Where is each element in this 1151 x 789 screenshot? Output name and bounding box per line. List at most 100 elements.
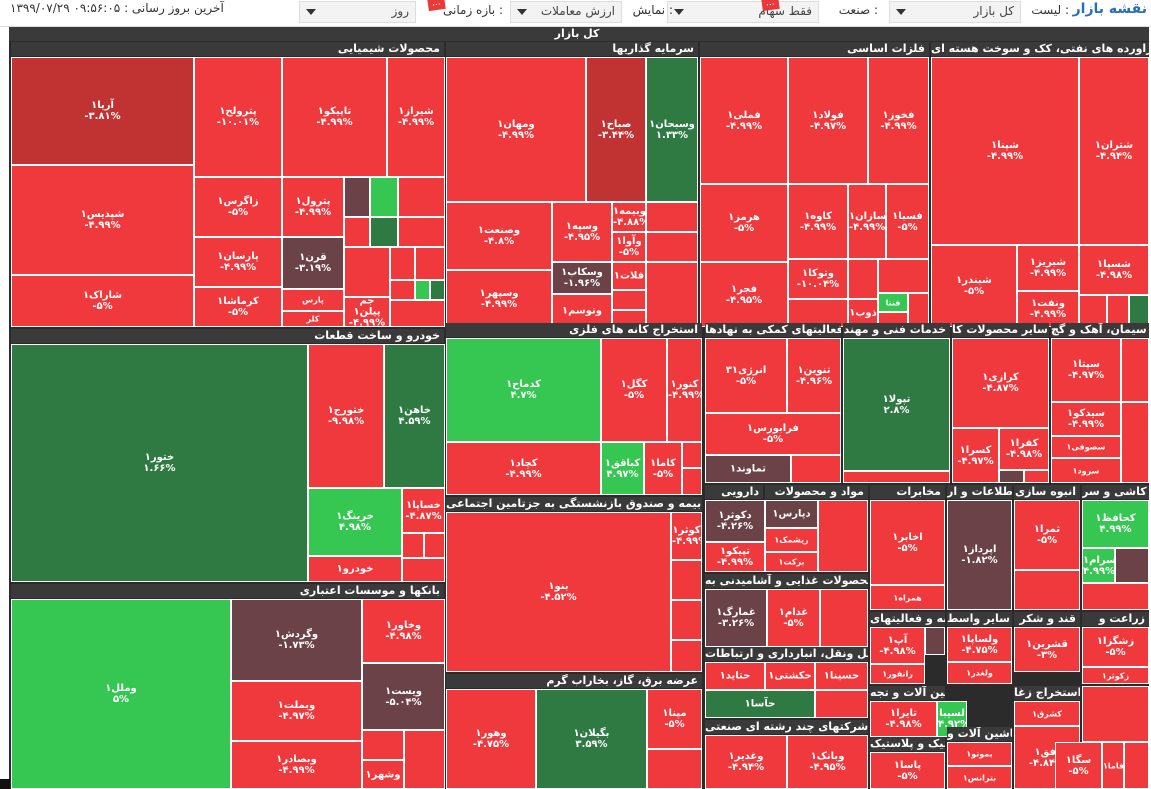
stock-tile[interactable] <box>1121 402 1149 483</box>
display-select[interactable]: ارزش معاملات <box>510 1 622 23</box>
stock-tile[interactable]: ویست۱ -۵.۰۴% <box>362 663 445 730</box>
stock-tile[interactable]: وخاور۱ -۴.۹۸% <box>362 599 445 663</box>
stock-tile[interactable]: کسرام۱۴.۹۹% <box>1082 548 1115 583</box>
stock-tile[interactable]: وسپهر۱ -۴.۹۹% <box>446 270 552 327</box>
sector-header[interactable]: ماشین آلات و <box>947 727 1012 741</box>
stock-tile[interactable]: حآسا۱ <box>705 690 815 718</box>
stock-tile[interactable] <box>646 262 698 327</box>
stock-tile[interactable]: حتاید۱ <box>705 662 765 690</box>
stock-tile[interactable] <box>815 690 868 718</box>
stock-tile[interactable]: کنور۱ -۴.۹۹% <box>667 338 702 442</box>
sector-header[interactable]: بیمه و صندوق بازنشستگی به جزتامین اجتماع… <box>446 497 702 511</box>
stock-tile[interactable]: زشگزا۱ -۵% <box>1082 627 1149 667</box>
stock-tile[interactable] <box>818 500 868 572</box>
stock-tile[interactable]: خودرو۱ <box>308 556 402 582</box>
sector-header[interactable]: دارویی <box>705 485 763 499</box>
stock-tile[interactable]: ونفت۱ -۴.۹۹% <box>1017 291 1079 327</box>
stock-tile[interactable] <box>878 259 929 293</box>
stock-tile[interactable]: حکشتی۱ <box>765 662 815 690</box>
stock-tile[interactable] <box>1079 295 1107 327</box>
stock-tile[interactable] <box>999 470 1024 483</box>
stock-tile[interactable] <box>370 177 398 217</box>
stock-tile[interactable]: کرماشا۱ -۵% <box>194 287 282 327</box>
stock-tile[interactable] <box>402 558 445 582</box>
stock-tile[interactable]: ختور۱ ۱.۶۶% <box>11 344 308 582</box>
stock-tile[interactable]: کوثر۱-۴.۹۹% <box>671 512 702 560</box>
sector-header[interactable]: اطلاعات و ار <box>947 485 1012 499</box>
stock-tile[interactable]: شبریز۱ -۴.۹۹% <box>1017 245 1079 291</box>
stock-tile[interactable]: صباح۱ -۳.۴۴% <box>586 57 646 202</box>
sector-header[interactable]: لاستیک و پلاستیک <box>870 737 945 751</box>
stock-tile[interactable]: تپیکو۱ -۴.۹۹% <box>705 542 765 572</box>
stock-tile[interactable]: هرمز۱ -۵% <box>700 184 788 262</box>
stock-tile[interactable] <box>671 600 702 640</box>
sector-header[interactable]: سیمان، آهک و گچ <box>1051 323 1149 337</box>
stock-tile[interactable] <box>362 730 404 760</box>
stock-tile[interactable]: بنو۱ -۴.۵۲% <box>446 512 671 672</box>
stock-tile[interactable]: کاوه۱ -۴.۹۹% <box>788 184 848 259</box>
sector-header[interactable]: ماشین آلات و تجه <box>870 686 945 700</box>
stock-tile[interactable]: وآوا۱ -۵% <box>612 232 646 262</box>
stock-tile[interactable]: خرینگ۱ ۴.۹۸% <box>308 488 402 556</box>
stock-tile[interactable]: شسپا۱ -۴.۹۸% <box>1079 245 1149 295</box>
stock-tile[interactable]: کدماح۱ ۴.۷% <box>446 338 601 442</box>
stock-tile[interactable] <box>646 232 698 262</box>
sector-header[interactable]: رایانه و فعالیتهای <box>870 612 945 626</box>
sector-header[interactable]: محصولات شیمیایی <box>11 42 444 56</box>
stock-tile[interactable]: تماوند۱ <box>705 455 791 483</box>
stock-tile[interactable]: کاما۱ -۵% <box>644 442 682 495</box>
stock-tile[interactable]: وملل۱ ۵% <box>11 599 231 789</box>
stock-tile[interactable]: کلر <box>282 311 344 327</box>
stock-tile[interactable]: وشهر۱ <box>362 760 404 789</box>
list-select[interactable]: کل بازار <box>889 1 1021 23</box>
stock-tile[interactable] <box>647 749 702 789</box>
stock-tile[interactable] <box>398 177 445 217</box>
stock-tile[interactable]: شپدیس۱ -۴.۹۹% <box>11 165 194 275</box>
stock-tile[interactable] <box>682 468 702 495</box>
stock-tile[interactable]: ختورج۱ -۹.۹۸% <box>308 344 384 488</box>
stock-tile[interactable]: کسرا۱ -۴.۹۷% <box>952 428 999 483</box>
stock-tile[interactable]: کفرا۱ -۴.۹۸% <box>999 428 1049 470</box>
stock-tile[interactable]: تپولا۱ ۲.۸% <box>843 338 950 471</box>
stock-tile[interactable] <box>390 300 445 327</box>
stock-tile[interactable]: وسپه۱ -۴.۹۵% <box>552 202 612 262</box>
stock-tile[interactable]: وبیمه۱ -۴.۸۸% <box>612 202 646 232</box>
stock-tile[interactable] <box>1124 742 1149 789</box>
stock-tile[interactable]: کباقق۱ ۴.۹۷% <box>601 442 644 495</box>
stock-tile[interactable] <box>671 560 702 600</box>
sector-header[interactable]: شرکتهای چند رشته ای صنعتی <box>705 720 868 734</box>
stock-tile[interactable]: فولاد۱ -۴.۹۷% <box>788 57 868 184</box>
stock-tile[interactable]: ثمرا۱ -۵% <box>1014 500 1080 570</box>
industry-select[interactable]: فقط سهام <box>667 1 819 23</box>
stock-tile[interactable]: آریا۱ -۳.۸۱% <box>11 57 194 165</box>
stock-tile[interactable]: فخوز۱ -۴.۹۹% <box>868 57 929 184</box>
stock-tile[interactable] <box>843 471 950 483</box>
stock-tile[interactable]: فسبا۱ -۵% <box>886 184 929 259</box>
stock-tile[interactable]: شیراز۱ -۴.۹۹% <box>387 57 445 177</box>
stock-tile[interactable]: همراه۱ <box>870 585 945 610</box>
sector-header[interactable]: محصولات غذایی و آشامیدنی به <box>705 574 868 588</box>
sector-header[interactable]: خدمات فنی و مهند <box>843 323 950 337</box>
stock-tile[interactable]: کرازی۱ -۴.۸۷% <box>952 338 1049 428</box>
period-select[interactable]: روز <box>299 1 416 23</box>
sector-header[interactable]: مخابرات <box>870 485 945 499</box>
sector-header[interactable]: انبوه سازی <box>1014 485 1080 499</box>
stock-tile[interactable]: تایرا۱ -۴.۹۸% <box>870 701 937 737</box>
stock-tile[interactable]: زکوثر۱ <box>1082 667 1149 684</box>
stock-tile[interactable]: فرابورس۱ -۵% <box>705 413 841 455</box>
sector-header[interactable]: عرضه برق، گاز، بخاراب گرم <box>446 674 702 688</box>
stock-tile[interactable]: وسکاب۱ -۱.۹۶% <box>552 262 612 294</box>
stock-tile[interactable]: اپرداز۱ -۱.۸۲% <box>947 500 1012 610</box>
stock-tile[interactable]: زاگرس۱ -۵% <box>194 177 282 237</box>
stock-tile[interactable]: رانفور۱ <box>870 664 925 684</box>
stock-tile[interactable]: پاسا۱ -۵% <box>870 752 945 789</box>
stock-tile[interactable]: جم پیلن۱ -۴.۹۹% <box>344 297 390 327</box>
stock-tile[interactable]: کچاد۱ -۴.۹۹% <box>446 442 601 495</box>
stock-tile[interactable]: پترولح۱ -۱۰.۰۱% <box>194 57 282 177</box>
stock-tile[interactable]: وبصادر۱ -۴.۹۹% <box>231 741 362 789</box>
sector-header[interactable]: استخراج کانه های فلزی <box>446 323 702 337</box>
stock-tile[interactable]: قشرین۱ -۳% <box>1014 627 1080 672</box>
sector-header[interactable]: حمل ونقل، انبارداری و ارتباطات <box>705 647 868 661</box>
stock-tile[interactable]: شتران۱ -۴.۹۴% <box>1079 57 1149 245</box>
stock-tile[interactable]: سگا۱ -۵% <box>1055 742 1102 789</box>
